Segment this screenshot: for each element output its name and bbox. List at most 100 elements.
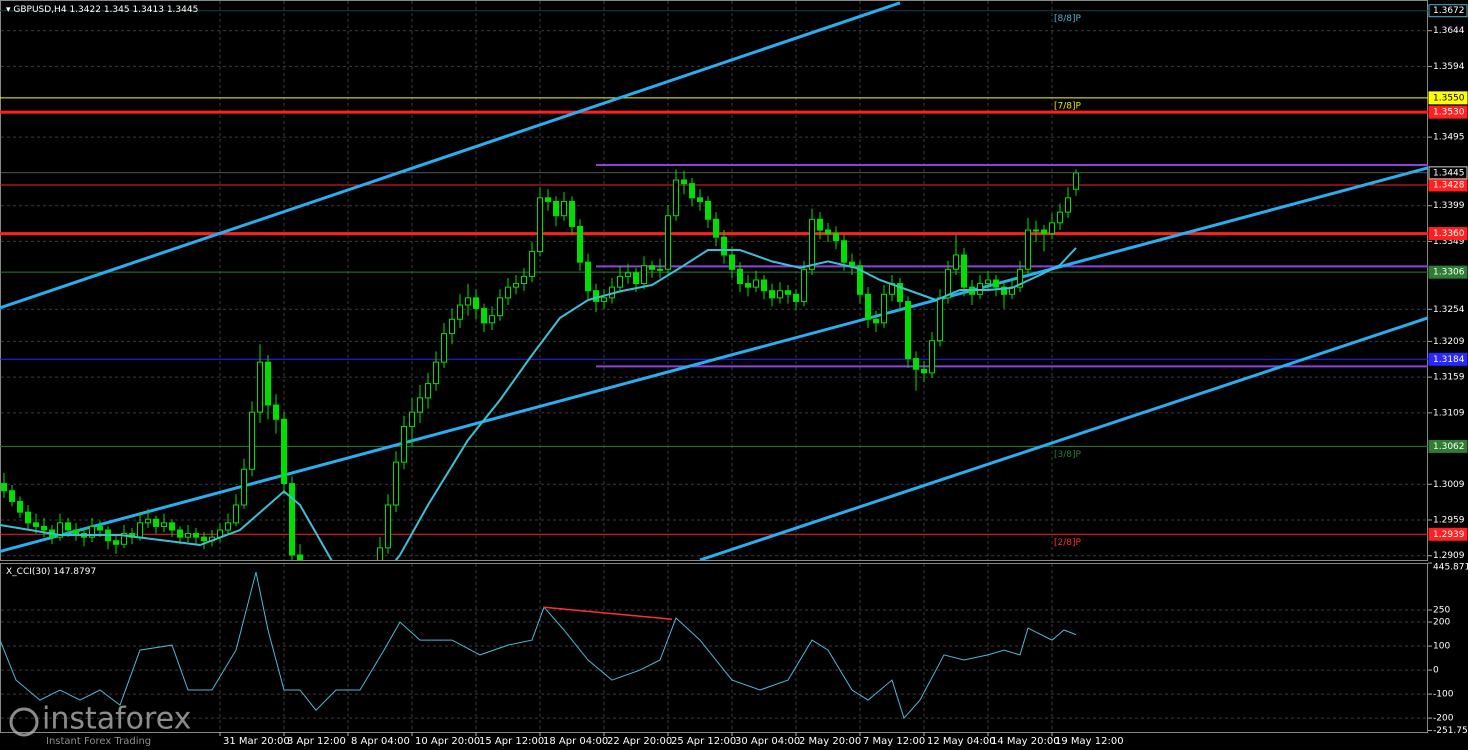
logo-icon <box>9 707 39 737</box>
brand: instaforex <box>42 702 191 737</box>
candle-body <box>25 511 31 524</box>
level-price-box <box>1428 265 1468 279</box>
y-tick-label: 445.8715 <box>1433 563 1468 573</box>
candle-body <box>737 268 743 285</box>
candle-body <box>729 254 735 270</box>
x-tick-label: 19 May 12:00 <box>1055 736 1124 747</box>
candle-body <box>713 218 719 238</box>
level-price-label: 1.3428 <box>1433 181 1465 191</box>
candle-body <box>1049 222 1055 235</box>
candle-body <box>601 297 607 302</box>
candle-body <box>137 522 143 538</box>
candle-body <box>977 283 983 295</box>
candle-body <box>681 179 687 185</box>
x-tick-label: 30 Apr 04:00 <box>735 736 800 747</box>
candle-body <box>521 275 527 285</box>
y-tick-label: -200 <box>1433 714 1454 724</box>
moving-average <box>0 247 1077 560</box>
candle-body <box>817 218 823 231</box>
level-label: [7/8]P <box>1054 101 1082 111</box>
main-panel-frame <box>0 0 1428 561</box>
level-price-box <box>1428 105 1468 119</box>
candle-body <box>553 200 559 217</box>
level-label: [8/8]P <box>1054 14 1082 24</box>
y-tick-label: 1.3254 <box>1433 305 1465 315</box>
y-tick-label: 1.3009 <box>1433 480 1465 490</box>
candle-body <box>354 648 359 669</box>
candle-body <box>569 200 575 227</box>
level-price-box <box>1428 439 1468 453</box>
indicator-header: X_CCI(30) 147.8797 <box>6 567 96 577</box>
level-price-label: 1.3306 <box>1433 268 1465 278</box>
level-price-label: 1.3550 <box>1433 93 1465 103</box>
candle-body <box>153 518 159 527</box>
candle-body <box>370 598 375 634</box>
candle-body <box>161 522 167 527</box>
candle-body <box>529 250 535 277</box>
indicator-value: 147.8797 <box>53 567 96 577</box>
candle-body <box>1041 229 1047 235</box>
candle-body <box>41 525 47 531</box>
candle-body <box>322 655 327 676</box>
candle-body <box>937 297 943 342</box>
x-tick-label: 15 Apr 12:00 <box>479 736 544 747</box>
level-price-label: 1.3530 <box>1433 108 1465 118</box>
x-tick-label: 14 May 20:00 <box>991 736 1060 747</box>
candle-body <box>753 279 759 288</box>
x-tick-label: 12 May 04:00 <box>927 736 996 747</box>
y-tick-label: 1.2909 <box>1433 551 1465 561</box>
candle-body <box>465 297 471 306</box>
candle-body <box>825 229 831 235</box>
candle-body <box>769 290 775 299</box>
candle-body <box>633 272 639 285</box>
channel-line <box>0 166 1428 553</box>
candle-body <box>905 300 911 360</box>
level-price-label: 1.3360 <box>1433 229 1465 239</box>
candle-body <box>249 411 255 470</box>
candle-body <box>233 504 239 524</box>
candle-body <box>953 254 959 270</box>
divergence-line <box>543 606 673 620</box>
candle-body <box>513 283 519 288</box>
sub-panel-frame <box>0 563 1428 733</box>
level-price-box <box>1428 4 1468 18</box>
current-price-box <box>1428 166 1468 180</box>
current-price-label: 1.3445 <box>1433 168 1465 178</box>
candle-body <box>265 361 271 406</box>
close: 1.3445 <box>167 5 199 15</box>
candle-body <box>657 268 663 271</box>
candle-body <box>306 598 311 634</box>
x-tick-label: 18 Apr 04:00 <box>543 736 608 747</box>
level-price-label: 1.2939 <box>1433 530 1465 540</box>
candle-body <box>649 265 655 270</box>
candle-body <box>9 490 15 502</box>
level-price-label: 1.3672 <box>1433 6 1465 16</box>
candle-body <box>33 522 39 527</box>
candle-body <box>697 197 703 202</box>
candle-body <box>57 522 63 538</box>
candle-body <box>841 240 847 263</box>
candle-body <box>921 368 927 374</box>
candle-body <box>121 533 127 545</box>
x-tick-label: 22 Apr 20:00 <box>607 736 672 747</box>
candle-body <box>314 634 319 655</box>
candle-body <box>1001 286 1007 295</box>
candle-body <box>833 233 839 242</box>
candle-body <box>1025 229 1031 270</box>
y-tick-label: 1.3644 <box>1433 26 1465 36</box>
candle-body <box>441 333 447 363</box>
sub-plot <box>0 571 1077 720</box>
candle-body <box>705 200 711 220</box>
candle-body <box>985 279 991 285</box>
candle-body <box>417 397 423 413</box>
level-price-label: 1.3062 <box>1433 442 1465 452</box>
candle-body <box>273 404 279 420</box>
candle-body <box>761 279 767 292</box>
level-price-box <box>1428 527 1468 541</box>
candle-body <box>17 500 23 513</box>
main-plot: [8/8]P [7/8]P [3/8]P [2/8]P <box>0 1 1428 676</box>
candle-body <box>721 236 727 256</box>
candle-body <box>497 297 503 317</box>
candle-body <box>473 297 479 310</box>
